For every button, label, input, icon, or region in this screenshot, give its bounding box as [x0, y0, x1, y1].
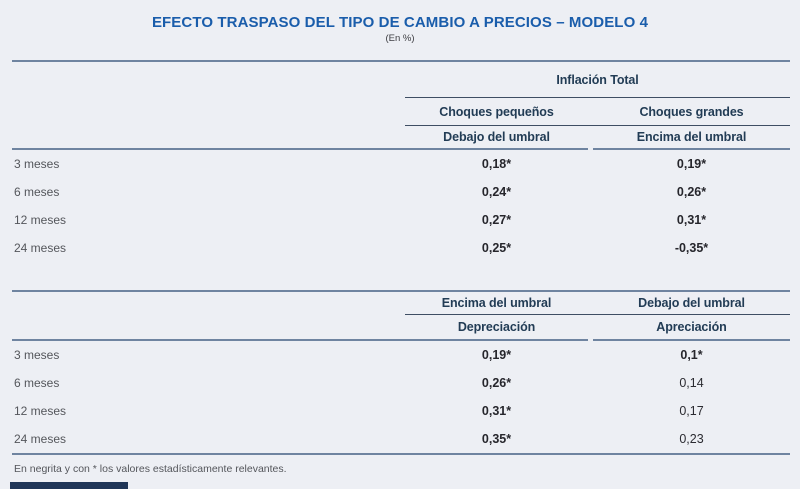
- footer-bar: [10, 482, 128, 489]
- col-group-encima-umbral: Encima del umbral: [405, 292, 588, 315]
- value-cell: 0,27*: [481, 213, 512, 227]
- col-header-depreciacion: Depreciación: [405, 315, 588, 341]
- group-header-row: Inflación Total: [12, 62, 790, 98]
- table-section-inflacion-total: Inflación Total Choques pequeños Choques…: [12, 60, 790, 262]
- value-cell: 0,31*: [676, 213, 707, 227]
- row-label: 12 meses: [14, 213, 67, 227]
- value-cell: 0,26*: [481, 376, 512, 390]
- value-cell: 0,24*: [481, 185, 512, 199]
- value-cell: 0,19*: [481, 348, 512, 362]
- subgroup-header-row: Choques pequeños Choques grandes: [12, 98, 790, 126]
- row-label: 24 meses: [14, 432, 67, 446]
- value-cell: 0,19*: [676, 157, 707, 171]
- value-cell: 0,31*: [481, 404, 512, 418]
- divider: [588, 292, 593, 315]
- column-header-row: Debajo del umbral Encima del umbral: [12, 126, 790, 150]
- column-header-row: Depreciación Apreciación: [12, 315, 790, 341]
- value-cell: 0,35*: [481, 432, 512, 446]
- footnote: En negrita y con * los valores estadísti…: [14, 463, 287, 475]
- empty-stub: [12, 98, 405, 126]
- empty-stub: [12, 292, 405, 315]
- empty-stub: [12, 62, 405, 98]
- value-cell: 0,18*: [481, 157, 512, 171]
- row-label: 6 meses: [14, 376, 60, 390]
- column-group-header-row: Encima del umbral Debajo del umbral: [12, 292, 790, 315]
- value-cell: 0,26*: [676, 185, 707, 199]
- col-group-choques-pequenos: Choques pequeños: [405, 98, 588, 126]
- row-label: 24 meses: [14, 241, 67, 255]
- table-row: 6 meses 0,24* 0,26*: [12, 178, 790, 206]
- col-header-encima-umbral: Encima del umbral: [593, 126, 790, 150]
- table-row: 3 meses 0,19* 0,1*: [12, 341, 790, 369]
- value-cell: 0,17: [679, 404, 704, 418]
- row-label: 12 meses: [14, 404, 67, 418]
- table-row: 12 meses 0,31* 0,17: [12, 397, 790, 425]
- value-cell: 0,14: [679, 376, 704, 390]
- empty-stub: [12, 315, 405, 341]
- table-row: 6 meses 0,26* 0,14: [12, 369, 790, 397]
- table-row: 3 meses 0,18* 0,19*: [12, 150, 790, 178]
- page-title: EFECTO TRASPASO DEL TIPO DE CAMBIO A PRE…: [151, 14, 649, 31]
- value-cell: 0,1*: [680, 348, 703, 362]
- group-header-inflacion-total: Inflación Total: [405, 62, 790, 98]
- table-row: 24 meses 0,25* -0,35*: [12, 234, 790, 262]
- col-group-choques-grandes: Choques grandes: [593, 98, 790, 126]
- divider: [588, 98, 593, 126]
- col-header-debajo-umbral: Debajo del umbral: [405, 126, 588, 150]
- table-area: Inflación Total Choques pequeños Choques…: [12, 60, 790, 455]
- row-label: 6 meses: [14, 185, 60, 199]
- empty-stub: [12, 126, 405, 150]
- table-row: 12 meses 0,27* 0,31*: [12, 206, 790, 234]
- page-subtitle: (En %): [385, 33, 415, 44]
- row-label: 3 meses: [14, 348, 60, 362]
- col-header-apreciacion: Apreciación: [593, 315, 790, 341]
- value-cell: 0,23: [679, 432, 704, 446]
- value-cell: 0,25*: [481, 241, 512, 255]
- row-label: 3 meses: [14, 157, 60, 171]
- value-cell: -0,35*: [674, 241, 709, 255]
- table-section-depreciacion-apreciacion: Encima del umbral Debajo del umbral Depr…: [12, 290, 790, 455]
- col-group-debajo-umbral: Debajo del umbral: [593, 292, 790, 315]
- table-row: 24 meses 0,35* 0,23: [12, 425, 790, 453]
